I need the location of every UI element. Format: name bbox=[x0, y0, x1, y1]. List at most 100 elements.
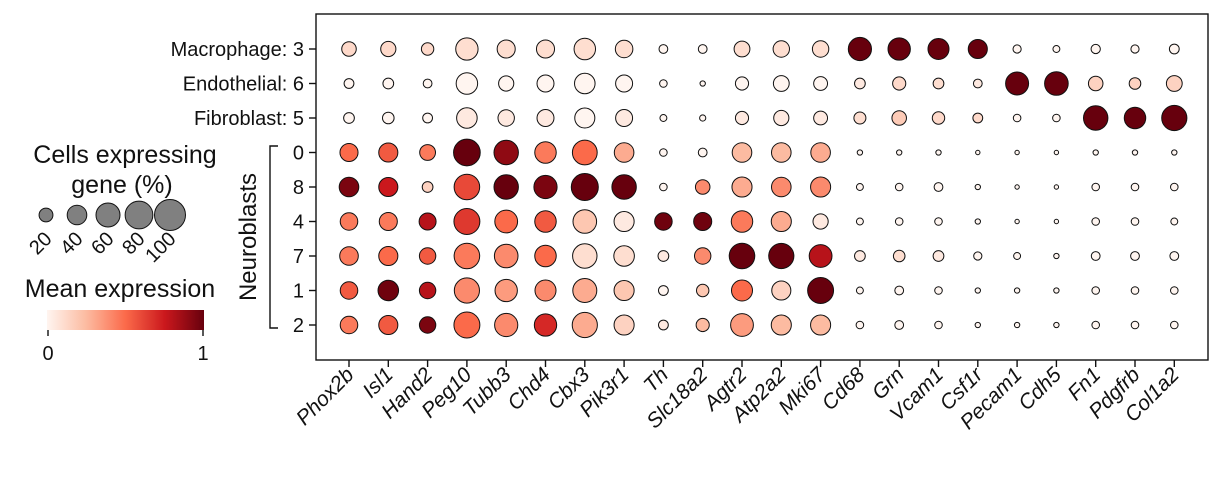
dot-2-vcam1 bbox=[934, 320, 943, 330]
dot-7-atp2a2 bbox=[768, 242, 795, 270]
dot-1-pecam1 bbox=[1013, 287, 1021, 294]
dot-macrophage-3-csf1r bbox=[967, 38, 988, 60]
dot-8-cd68 bbox=[855, 183, 864, 191]
dot-endothelial-6-phox2b bbox=[343, 78, 355, 89]
dot-2-pik3r1 bbox=[613, 314, 635, 336]
size-legend-label-60: 60 bbox=[87, 228, 118, 259]
dot-1-vcam1 bbox=[934, 286, 943, 295]
dot-7-hand2 bbox=[418, 247, 437, 265]
size-legend-dot-80 bbox=[124, 200, 154, 230]
dot-1-fn1 bbox=[1091, 286, 1100, 295]
dot-2-mki67 bbox=[810, 314, 832, 336]
dot-7-grn bbox=[892, 249, 906, 263]
size-legend-label-100: 100 bbox=[141, 228, 180, 267]
dot-endothelial-6-col1a2 bbox=[1165, 75, 1183, 92]
dot-8-agtr2 bbox=[731, 176, 753, 198]
dot-endothelial-6-csf1r bbox=[972, 78, 983, 89]
size-legend-dot-100 bbox=[154, 199, 186, 231]
dot-4-pdgfrb bbox=[1130, 217, 1140, 226]
dot-2-cbx3 bbox=[571, 311, 598, 339]
color-legend-title: Mean expression bbox=[25, 275, 215, 303]
dot-fibroblast-5-chd4 bbox=[536, 109, 555, 127]
dot-endothelial-6-peg10 bbox=[455, 72, 479, 95]
dot-4-peg10 bbox=[453, 208, 481, 235]
dot-1-pik3r1 bbox=[613, 279, 635, 302]
dot-2-cd68 bbox=[855, 320, 865, 330]
dot-fibroblast-5-mki67 bbox=[813, 110, 829, 126]
dot-7-chd4 bbox=[534, 244, 557, 268]
dot-4-col1a2 bbox=[1170, 217, 1179, 226]
dot-8-phox2b bbox=[338, 176, 360, 198]
dot-macrophage-3-pecam1 bbox=[1012, 44, 1022, 54]
dot-4-csf1r bbox=[974, 218, 981, 225]
dot-2-cdh5 bbox=[1053, 321, 1060, 329]
row-label-0: 0 bbox=[293, 143, 304, 165]
dot-0-cdh5 bbox=[1053, 149, 1060, 156]
dot-fibroblast-5-vcam1 bbox=[931, 111, 946, 125]
dot-endothelial-6-grn bbox=[892, 76, 907, 91]
row-label-2: 2 bbox=[293, 315, 304, 337]
dot-8-atp2a2 bbox=[770, 176, 792, 198]
dot-8-cbx3 bbox=[570, 172, 599, 202]
dot-8-grn bbox=[894, 182, 904, 192]
dot-2-col1a2 bbox=[1170, 320, 1179, 330]
color-legend: Mean expression 0 1 bbox=[25, 275, 215, 365]
gene-label-cdh5: Cdh5 bbox=[1014, 363, 1066, 415]
dot-4-vcam1 bbox=[934, 217, 943, 226]
dot-7-vcam1 bbox=[932, 250, 945, 262]
dot-0-pecam1 bbox=[1014, 149, 1020, 156]
dot-1-atp2a2 bbox=[771, 280, 792, 301]
dot-2-tubb3 bbox=[494, 312, 519, 338]
dot-endothelial-6-fn1 bbox=[1087, 75, 1104, 92]
dot-4-chd4 bbox=[534, 210, 557, 233]
dot-8-vcam1 bbox=[933, 182, 944, 192]
dot-macrophage-3-mki67 bbox=[811, 40, 830, 58]
dot-endothelial-6-tubb3 bbox=[498, 75, 515, 92]
size-legend-label-40: 40 bbox=[56, 228, 87, 259]
neuroblasts-bracket: Neuroblasts bbox=[235, 145, 278, 329]
dot-macrophage-3-fn1 bbox=[1090, 43, 1101, 55]
gene-label-mki67: Mki67 bbox=[774, 362, 831, 419]
dot-fibroblast-5-pik3r1 bbox=[615, 109, 634, 127]
dot-0-atp2a2 bbox=[770, 142, 792, 163]
dot-4-phox2b bbox=[339, 212, 359, 231]
dot-1-slc18a2 bbox=[696, 283, 710, 298]
row-label-1: 1 bbox=[293, 281, 304, 303]
row-label-8: 8 bbox=[293, 177, 304, 199]
dot-fibroblast-5-atp2a2 bbox=[773, 109, 790, 127]
dot-endothelial-6-pik3r1 bbox=[615, 74, 634, 93]
dot-7-csf1r bbox=[973, 251, 983, 261]
size-legend-dot-40 bbox=[66, 204, 88, 226]
dot-fibroblast-5-csf1r bbox=[972, 112, 984, 124]
dot-8-mki67 bbox=[810, 176, 832, 198]
dot-4-hand2 bbox=[418, 212, 437, 231]
dot-0-chd4 bbox=[534, 141, 557, 164]
dot-4-fn1 bbox=[1091, 217, 1100, 226]
dot-endothelial-6-th bbox=[659, 79, 668, 88]
dot-4-atp2a2 bbox=[770, 210, 792, 233]
dot-fibroblast-5-pdgfrb bbox=[1123, 106, 1147, 130]
dot-macrophage-3-cbx3 bbox=[573, 37, 597, 61]
dot-8-hand2 bbox=[421, 181, 434, 193]
dot-1-csf1r bbox=[974, 287, 981, 294]
dot-0-fn1 bbox=[1092, 149, 1099, 156]
dot-2-peg10 bbox=[453, 311, 481, 339]
dot-7-pdgfrb bbox=[1130, 251, 1140, 261]
dot-1-cbx3 bbox=[572, 277, 598, 304]
dot-fibroblast-5-slc18a2 bbox=[699, 114, 707, 122]
dot-4-pecam1 bbox=[1014, 218, 1020, 225]
dot-macrophage-3-peg10 bbox=[455, 37, 479, 61]
dot-7-agtr2 bbox=[728, 242, 756, 270]
dot-macrophage-3-cd68 bbox=[847, 36, 872, 62]
dot-1-chd4 bbox=[534, 279, 557, 302]
dot-7-pecam1 bbox=[1013, 252, 1022, 260]
gene-label-phox2b: Phox2b bbox=[292, 363, 359, 430]
dot-macrophage-3-hand2 bbox=[420, 42, 435, 56]
dot-7-cdh5 bbox=[1053, 252, 1060, 260]
dot-macrophage-3-slc18a2 bbox=[697, 44, 708, 54]
dot-0-vcam1 bbox=[935, 149, 942, 156]
dot-fibroblast-5-agtr2 bbox=[734, 110, 750, 126]
